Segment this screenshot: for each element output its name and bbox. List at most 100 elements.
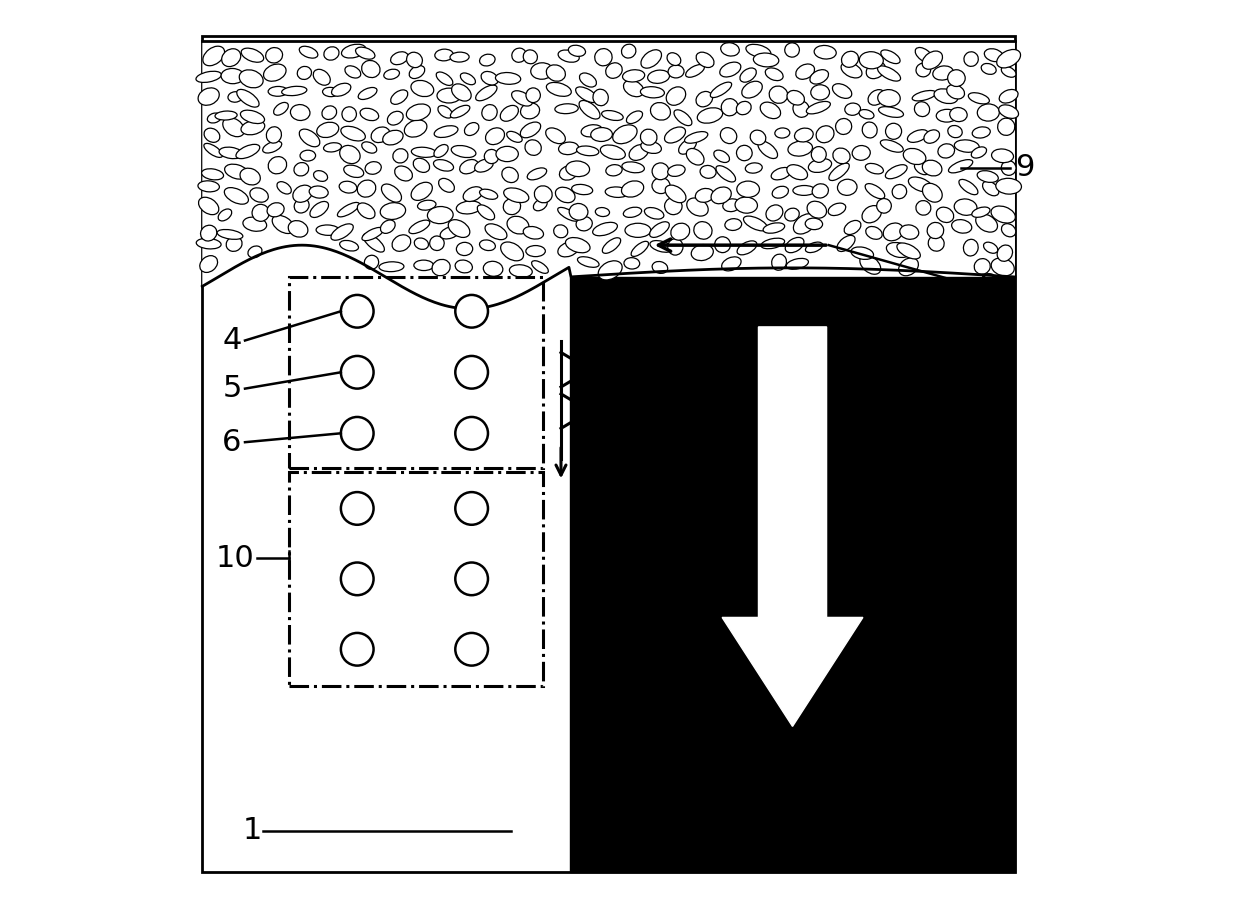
Ellipse shape xyxy=(324,143,341,152)
Ellipse shape xyxy=(299,46,317,58)
Ellipse shape xyxy=(418,200,436,210)
Ellipse shape xyxy=(859,110,874,119)
Ellipse shape xyxy=(512,91,532,106)
Ellipse shape xyxy=(526,88,541,103)
Ellipse shape xyxy=(252,204,269,222)
Ellipse shape xyxy=(428,206,453,223)
Ellipse shape xyxy=(281,86,306,95)
Ellipse shape xyxy=(595,208,610,216)
Ellipse shape xyxy=(533,199,547,211)
Ellipse shape xyxy=(340,145,360,163)
Ellipse shape xyxy=(883,223,904,241)
Ellipse shape xyxy=(221,68,244,84)
Ellipse shape xyxy=(316,225,340,235)
Ellipse shape xyxy=(735,197,758,213)
Ellipse shape xyxy=(268,156,286,173)
Ellipse shape xyxy=(842,51,858,67)
Ellipse shape xyxy=(440,226,460,239)
Ellipse shape xyxy=(196,239,221,249)
Ellipse shape xyxy=(300,150,316,161)
Ellipse shape xyxy=(665,198,682,214)
Ellipse shape xyxy=(877,199,892,213)
Ellipse shape xyxy=(914,102,930,116)
Ellipse shape xyxy=(363,233,384,252)
Ellipse shape xyxy=(507,132,522,143)
Ellipse shape xyxy=(558,142,579,154)
Ellipse shape xyxy=(381,202,405,220)
Ellipse shape xyxy=(218,209,232,221)
Ellipse shape xyxy=(701,165,715,178)
Ellipse shape xyxy=(407,104,430,121)
Ellipse shape xyxy=(521,122,541,138)
Ellipse shape xyxy=(392,235,410,252)
Ellipse shape xyxy=(439,178,454,192)
Ellipse shape xyxy=(641,50,661,68)
Ellipse shape xyxy=(475,159,494,173)
Ellipse shape xyxy=(651,103,671,120)
Ellipse shape xyxy=(982,182,999,196)
Ellipse shape xyxy=(914,162,929,174)
Text: 10: 10 xyxy=(216,544,254,573)
Ellipse shape xyxy=(811,146,826,163)
Ellipse shape xyxy=(640,129,657,145)
Ellipse shape xyxy=(568,45,585,56)
Ellipse shape xyxy=(916,201,931,215)
Ellipse shape xyxy=(556,187,575,202)
Ellipse shape xyxy=(582,124,603,137)
Ellipse shape xyxy=(477,205,495,220)
Ellipse shape xyxy=(523,50,537,64)
Ellipse shape xyxy=(598,261,622,280)
Ellipse shape xyxy=(554,225,568,238)
Ellipse shape xyxy=(785,43,800,57)
Ellipse shape xyxy=(999,90,1018,104)
Ellipse shape xyxy=(996,178,1022,194)
Ellipse shape xyxy=(722,257,742,271)
Ellipse shape xyxy=(765,68,784,81)
Ellipse shape xyxy=(456,242,472,255)
Ellipse shape xyxy=(365,255,378,270)
Ellipse shape xyxy=(828,203,846,215)
Ellipse shape xyxy=(687,198,708,216)
Ellipse shape xyxy=(746,44,771,57)
Ellipse shape xyxy=(991,258,1014,276)
Ellipse shape xyxy=(502,167,518,183)
Ellipse shape xyxy=(590,128,613,142)
Ellipse shape xyxy=(805,218,822,230)
Ellipse shape xyxy=(299,129,320,147)
Ellipse shape xyxy=(288,221,308,237)
Ellipse shape xyxy=(631,242,649,256)
Ellipse shape xyxy=(992,149,1013,163)
Ellipse shape xyxy=(947,70,965,86)
Ellipse shape xyxy=(309,186,329,198)
Ellipse shape xyxy=(773,186,789,198)
Ellipse shape xyxy=(496,73,521,84)
Ellipse shape xyxy=(810,70,828,84)
Ellipse shape xyxy=(913,91,936,101)
Ellipse shape xyxy=(714,150,729,163)
Ellipse shape xyxy=(696,52,714,67)
Circle shape xyxy=(341,417,373,449)
Ellipse shape xyxy=(878,90,900,106)
Ellipse shape xyxy=(362,61,379,77)
Ellipse shape xyxy=(794,213,816,234)
Ellipse shape xyxy=(972,207,990,217)
Ellipse shape xyxy=(248,246,262,258)
Ellipse shape xyxy=(652,163,668,180)
Ellipse shape xyxy=(531,63,553,79)
Ellipse shape xyxy=(357,180,376,197)
Ellipse shape xyxy=(665,185,686,202)
Ellipse shape xyxy=(460,160,479,173)
Ellipse shape xyxy=(250,188,268,202)
Ellipse shape xyxy=(527,168,547,180)
Ellipse shape xyxy=(456,201,481,214)
Ellipse shape xyxy=(833,148,851,163)
Ellipse shape xyxy=(625,223,651,237)
Ellipse shape xyxy=(832,84,852,98)
Ellipse shape xyxy=(915,47,932,63)
Ellipse shape xyxy=(723,199,740,212)
Ellipse shape xyxy=(936,207,954,222)
Ellipse shape xyxy=(324,47,339,60)
Ellipse shape xyxy=(696,189,714,202)
Ellipse shape xyxy=(547,64,565,81)
Ellipse shape xyxy=(243,217,267,232)
